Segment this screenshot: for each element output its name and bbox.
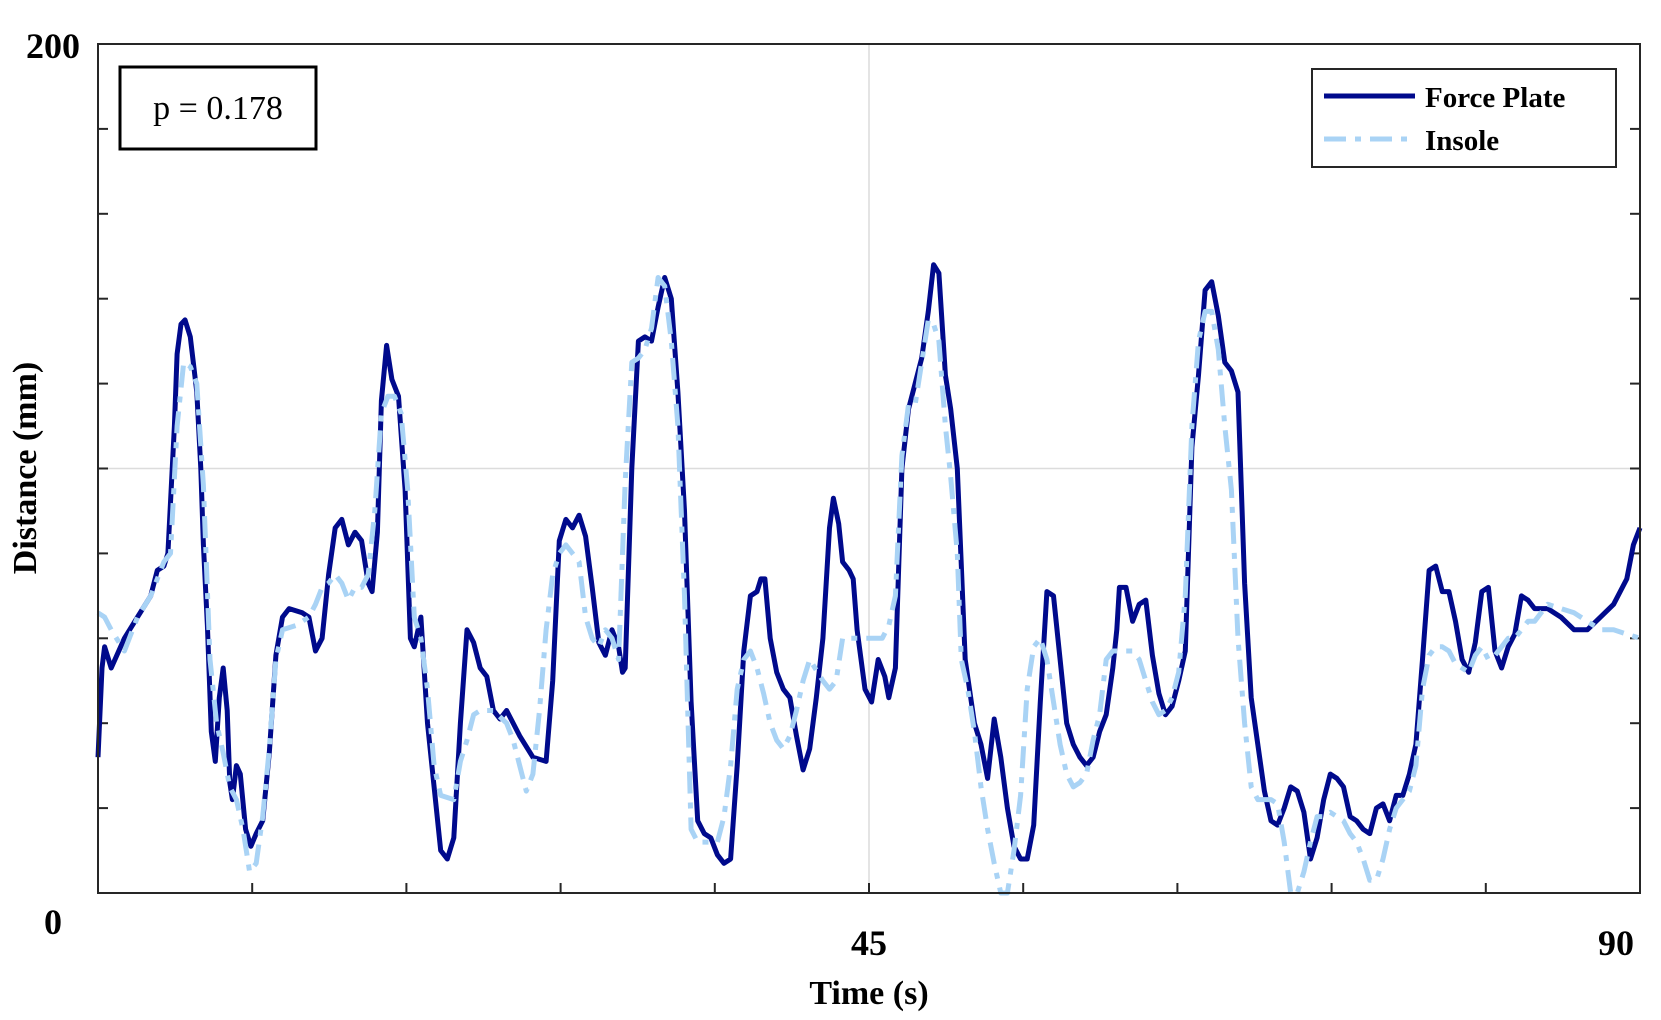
grid-lines bbox=[98, 44, 1640, 893]
legend: Force Plate Insole bbox=[1311, 68, 1617, 168]
series-layer bbox=[95, 262, 1643, 896]
annotation-frame bbox=[118, 65, 318, 151]
x-tick-labels: 45 90 bbox=[851, 923, 1634, 963]
x-axis-title: Time (s) bbox=[809, 975, 928, 1012]
x-tick-label-mid: 45 bbox=[851, 923, 887, 963]
y-tick-labels: 200 0 bbox=[26, 26, 80, 942]
legend-label-force-plate: Force Plate bbox=[1425, 82, 1565, 114]
series-line-force-plate bbox=[95, 262, 1643, 866]
annotation-text: p = 0.178 bbox=[153, 90, 283, 127]
legend-label-insole: Insole bbox=[1425, 125, 1499, 157]
legend-frame bbox=[1311, 68, 1617, 168]
y-tick-label-bottom: 0 bbox=[44, 902, 62, 942]
y-tick-label-top: 200 bbox=[26, 26, 80, 66]
series-line-insole bbox=[96, 275, 1641, 896]
y-axis-title: Distance (mm) bbox=[7, 362, 44, 574]
x-tick-label-end: 90 bbox=[1598, 923, 1634, 963]
annotation-box: p = 0.178 bbox=[118, 65, 318, 151]
plot-frame bbox=[97, 43, 1641, 894]
